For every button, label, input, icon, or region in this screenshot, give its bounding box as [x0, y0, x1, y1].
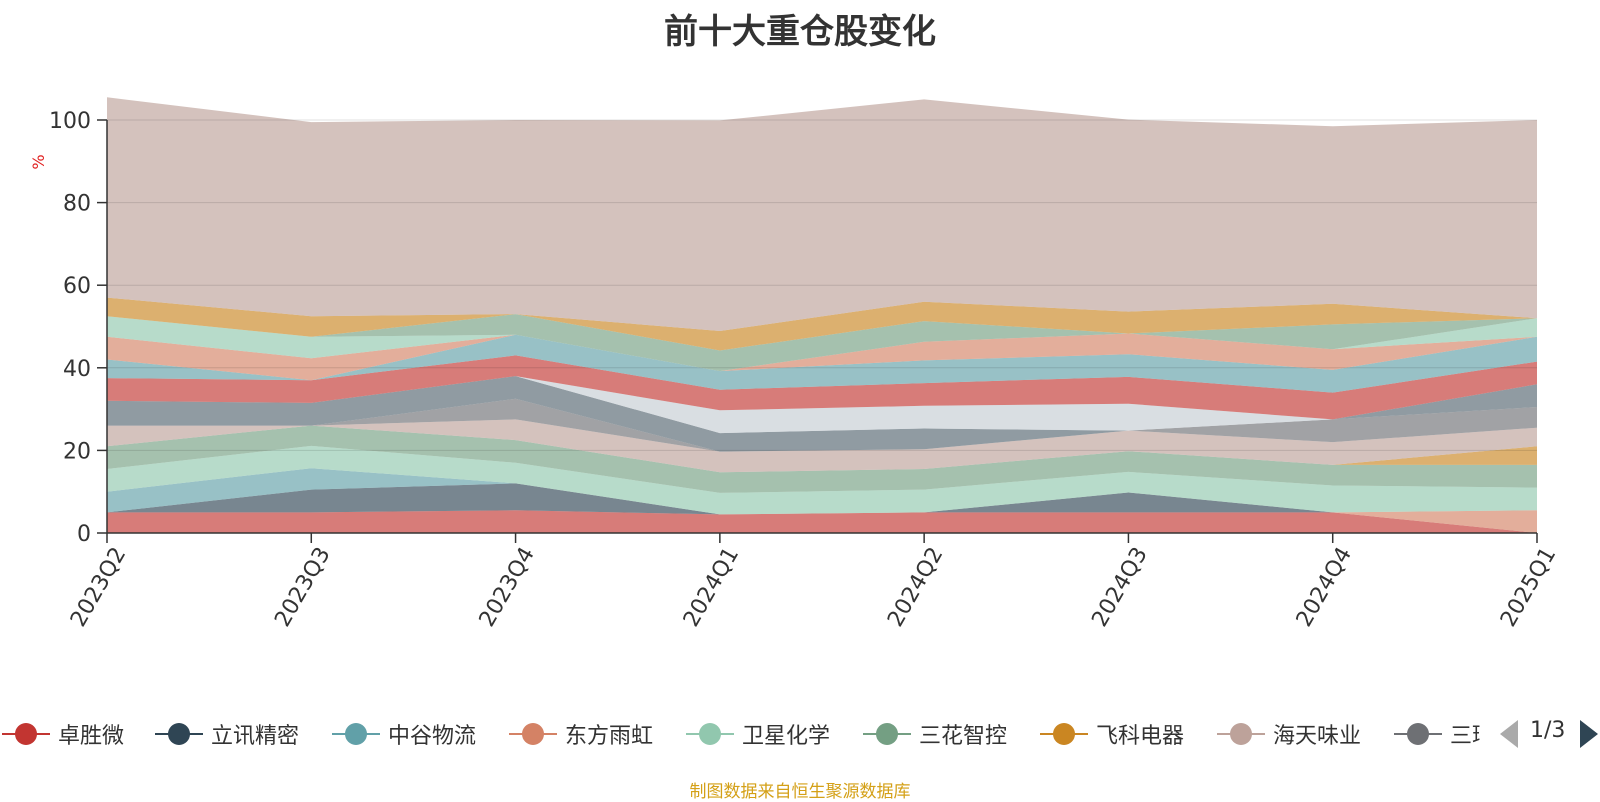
legend-pager: 1/3	[1500, 712, 1600, 756]
legend-label: 立讯精密	[211, 724, 300, 749]
area-series-10[interactable]	[107, 376, 1537, 434]
area-series-17[interactable]	[107, 97, 1537, 331]
area-layers	[107, 97, 1537, 533]
x-tick-label: 2025Q1	[1496, 543, 1561, 631]
legend-item[interactable]: 三环集团	[1392, 712, 1480, 756]
legend-label: 飞科电器	[1096, 724, 1185, 749]
previous-page-icon[interactable]	[1500, 720, 1518, 748]
legend-item[interactable]: 飞科电器	[1038, 712, 1184, 756]
legend-marker-icon	[1038, 712, 1090, 756]
legend-label: 三环集团	[1450, 724, 1480, 749]
area-series-2[interactable]	[107, 468, 1537, 533]
legend-label: 卫星化学	[742, 724, 831, 749]
legend-marker-icon	[330, 712, 382, 756]
legend-marker-icon	[1215, 712, 1267, 756]
area-series-7[interactable]	[107, 419, 1537, 473]
area-series-15[interactable]	[107, 314, 1537, 372]
area-series-12[interactable]	[107, 334, 1537, 393]
y-tick-label: 60	[63, 274, 91, 299]
area-series-1[interactable]	[107, 483, 1537, 533]
next-page-icon[interactable]	[1580, 720, 1598, 748]
legend-label: 中谷物流	[388, 724, 477, 749]
legend-page-indicator: 1/3	[1530, 718, 1566, 743]
y-axis-label: %	[29, 154, 48, 169]
grid-lines	[107, 119, 1537, 451]
legend-marker-icon	[507, 712, 559, 756]
y-tick-label: 0	[77, 522, 91, 547]
x-tick-label: 2024Q3	[1087, 543, 1152, 631]
area-series-5[interactable]	[107, 425, 1537, 493]
legend-item[interactable]: 卓胜微	[0, 712, 124, 756]
area-series-0[interactable]	[107, 510, 1537, 533]
legend-item[interactable]: 卫星化学	[684, 712, 830, 756]
legend-marker-icon	[684, 712, 736, 756]
x-tick-label: 2024Q4	[1292, 543, 1357, 631]
legend-item[interactable]: 海天味业	[1215, 712, 1361, 756]
y-tick-label: 80	[63, 192, 91, 217]
chart-title: 前十大重仓股变化	[664, 12, 936, 52]
y-tick-label: 100	[49, 109, 91, 134]
legend-marker-icon	[153, 712, 205, 756]
legend-marker-icon	[861, 712, 913, 756]
area-series-14[interactable]	[107, 316, 1537, 372]
area-series-16[interactable]	[107, 297, 1537, 351]
legend-label: 东方雨虹	[565, 724, 654, 749]
x-tick-label: 2023Q3	[270, 543, 335, 631]
area-series-9[interactable]	[107, 376, 1537, 452]
area-series-4[interactable]	[107, 445, 1537, 515]
legend-item[interactable]: 三花智控	[861, 712, 1007, 756]
area-series-11[interactable]	[107, 355, 1537, 420]
legend-marker-icon	[1392, 712, 1444, 756]
y-tick-label: 40	[63, 357, 91, 382]
legend-label: 海天味业	[1273, 724, 1362, 749]
legend-item[interactable]: 立讯精密	[153, 712, 299, 756]
legend-label: 三花智控	[919, 724, 1008, 749]
source-note: 制图数据来自恒生聚源数据库	[689, 782, 911, 802]
legend: 卓胜微 立讯精密 中谷物流 东方雨虹 卫星化学 三花智控 飞科电器 海天味业 三环集团	[0, 712, 1480, 756]
legend-item[interactable]: 东方雨虹	[507, 712, 653, 756]
legend-item[interactable]: 中谷物流	[330, 712, 476, 756]
x-tick-label: 2023Q2	[66, 543, 131, 631]
area-series-13[interactable]	[107, 333, 1537, 381]
legend-marker-icon	[0, 712, 52, 756]
x-tick-label: 2024Q2	[883, 543, 948, 631]
legend-label: 卓胜微	[58, 724, 125, 749]
x-tick-label: 2023Q4	[475, 543, 540, 631]
x-tick-label: 2024Q1	[679, 543, 744, 631]
y-tick-label: 20	[63, 439, 91, 464]
area-series-8[interactable]	[107, 398, 1537, 452]
